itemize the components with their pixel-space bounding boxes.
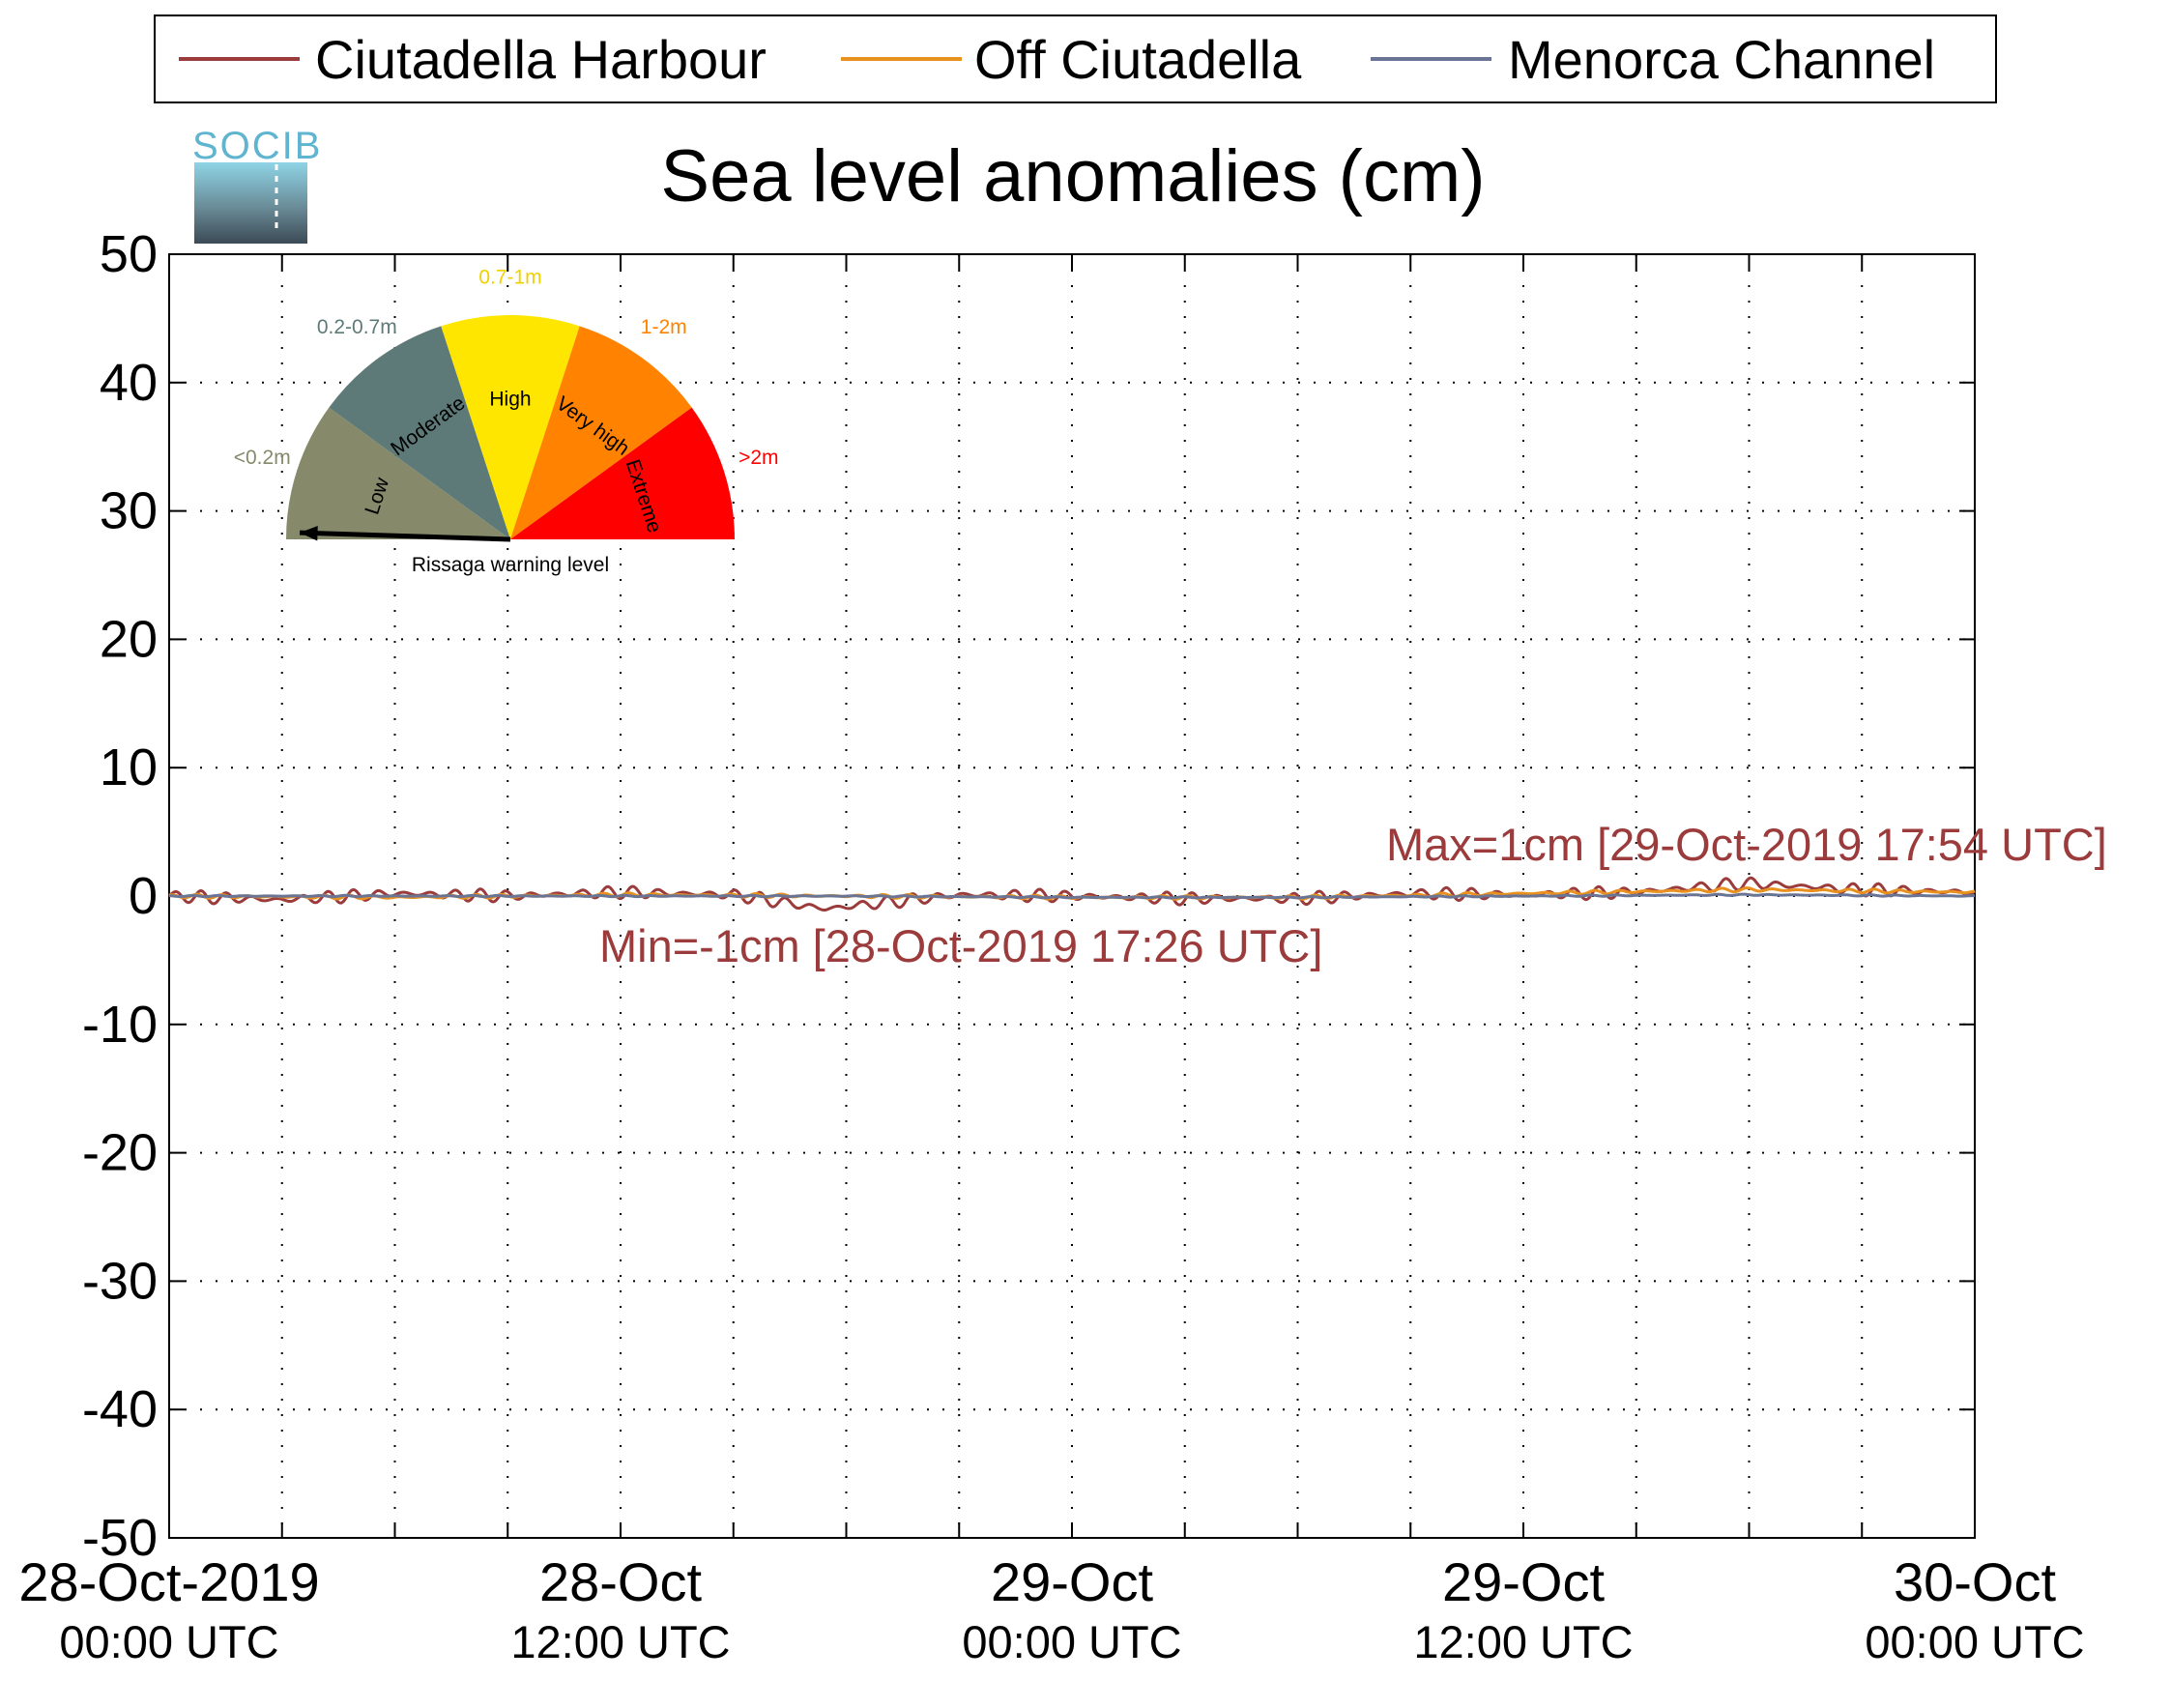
- socib-logo: SOCIB: [192, 125, 322, 244]
- logo-text: SOCIB: [192, 125, 322, 167]
- max-annotation: Max=1cm [29-Oct-2019 17:54 UTC]: [1386, 819, 2107, 870]
- legend-box: [154, 14, 1997, 103]
- y-tick-label: -20: [82, 1124, 158, 1182]
- min-annotation: Min=-1cm [28-Oct-2019 17:26 UTC]: [599, 920, 1322, 971]
- gauge-range-label: 1-2m: [641, 316, 687, 338]
- y-tick-label: 0: [129, 867, 158, 925]
- gauge-segment-label: High: [489, 389, 531, 411]
- x-tick-time-label: 00:00 UTC: [59, 1616, 278, 1667]
- y-tick-label: 20: [100, 610, 158, 668]
- x-tick-date-label: 29-Oct: [1442, 1551, 1605, 1612]
- legend: Ciutadella Harbour Off Ciutadella Menorc…: [154, 14, 1997, 103]
- gauge-segment-low: [286, 407, 510, 539]
- gauge-range-label: >2m: [738, 447, 778, 469]
- gauge-range-label: 0.7-1m: [478, 267, 541, 289]
- gauge-needle: [300, 530, 511, 542]
- x-tick-time-label: 12:00 UTC: [510, 1616, 730, 1667]
- gauge-caption: Rissaga warning level: [412, 554, 609, 576]
- gauge-segment-high: [441, 315, 580, 539]
- y-tick-label: -10: [82, 996, 158, 1054]
- logo-wave-icon: [194, 162, 307, 244]
- x-tick-date-label: 29-Oct: [991, 1551, 1153, 1612]
- gauge-segment-extreme: [510, 407, 735, 539]
- gauge-range-label: <0.2m: [234, 447, 291, 469]
- gauge-segment-moderate: [329, 326, 510, 539]
- y-tick-label: 30: [100, 482, 158, 540]
- series-line-menorca-channel: [168, 892, 1975, 900]
- y-tick-label: 40: [100, 354, 158, 412]
- x-tick-date-label: 28-Oct-2019: [18, 1551, 319, 1612]
- legend-label-off-ciutadella: Off Ciutadella: [974, 29, 1302, 90]
- gauge-segment-very-high: [510, 326, 692, 539]
- y-axis: 50 40 30 20 10 0 -10 -20 -30 -40 -50: [82, 225, 1975, 1567]
- y-tick-label: -40: [82, 1380, 158, 1438]
- series-lines: [167, 876, 1977, 912]
- y-tick-label: 50: [100, 225, 158, 283]
- gauge-range-label: 0.2-0.7m: [317, 316, 397, 338]
- y-tick-label: -30: [82, 1252, 158, 1310]
- chart-title: Sea level anomalies (cm): [660, 135, 1485, 217]
- x-tick-date-label: 30-Oct: [1894, 1551, 2056, 1612]
- x-tick-time-label: 00:00 UTC: [962, 1616, 1181, 1667]
- legend-label-menorca-channel: Menorca Channel: [1508, 29, 1935, 90]
- x-tick-date-label: 28-Oct: [539, 1551, 702, 1612]
- legend-label-ciutadella-harbour: Ciutadella Harbour: [315, 29, 767, 90]
- gauge-needle-arrow-icon: [300, 525, 318, 541]
- y-tick-label: 10: [100, 738, 158, 796]
- x-tick-time-label: 12:00 UTC: [1413, 1616, 1633, 1667]
- x-tick-time-label: 00:00 UTC: [1865, 1616, 2084, 1667]
- y-tick-label: -50: [82, 1509, 158, 1567]
